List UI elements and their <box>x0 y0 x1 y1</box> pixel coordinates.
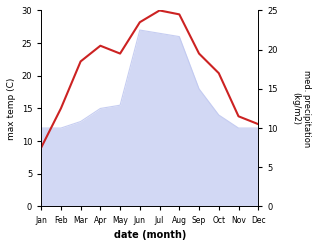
Y-axis label: med. precipitation
(kg/m2): med. precipitation (kg/m2) <box>292 70 311 147</box>
X-axis label: date (month): date (month) <box>114 230 186 240</box>
Y-axis label: max temp (C): max temp (C) <box>7 77 16 140</box>
